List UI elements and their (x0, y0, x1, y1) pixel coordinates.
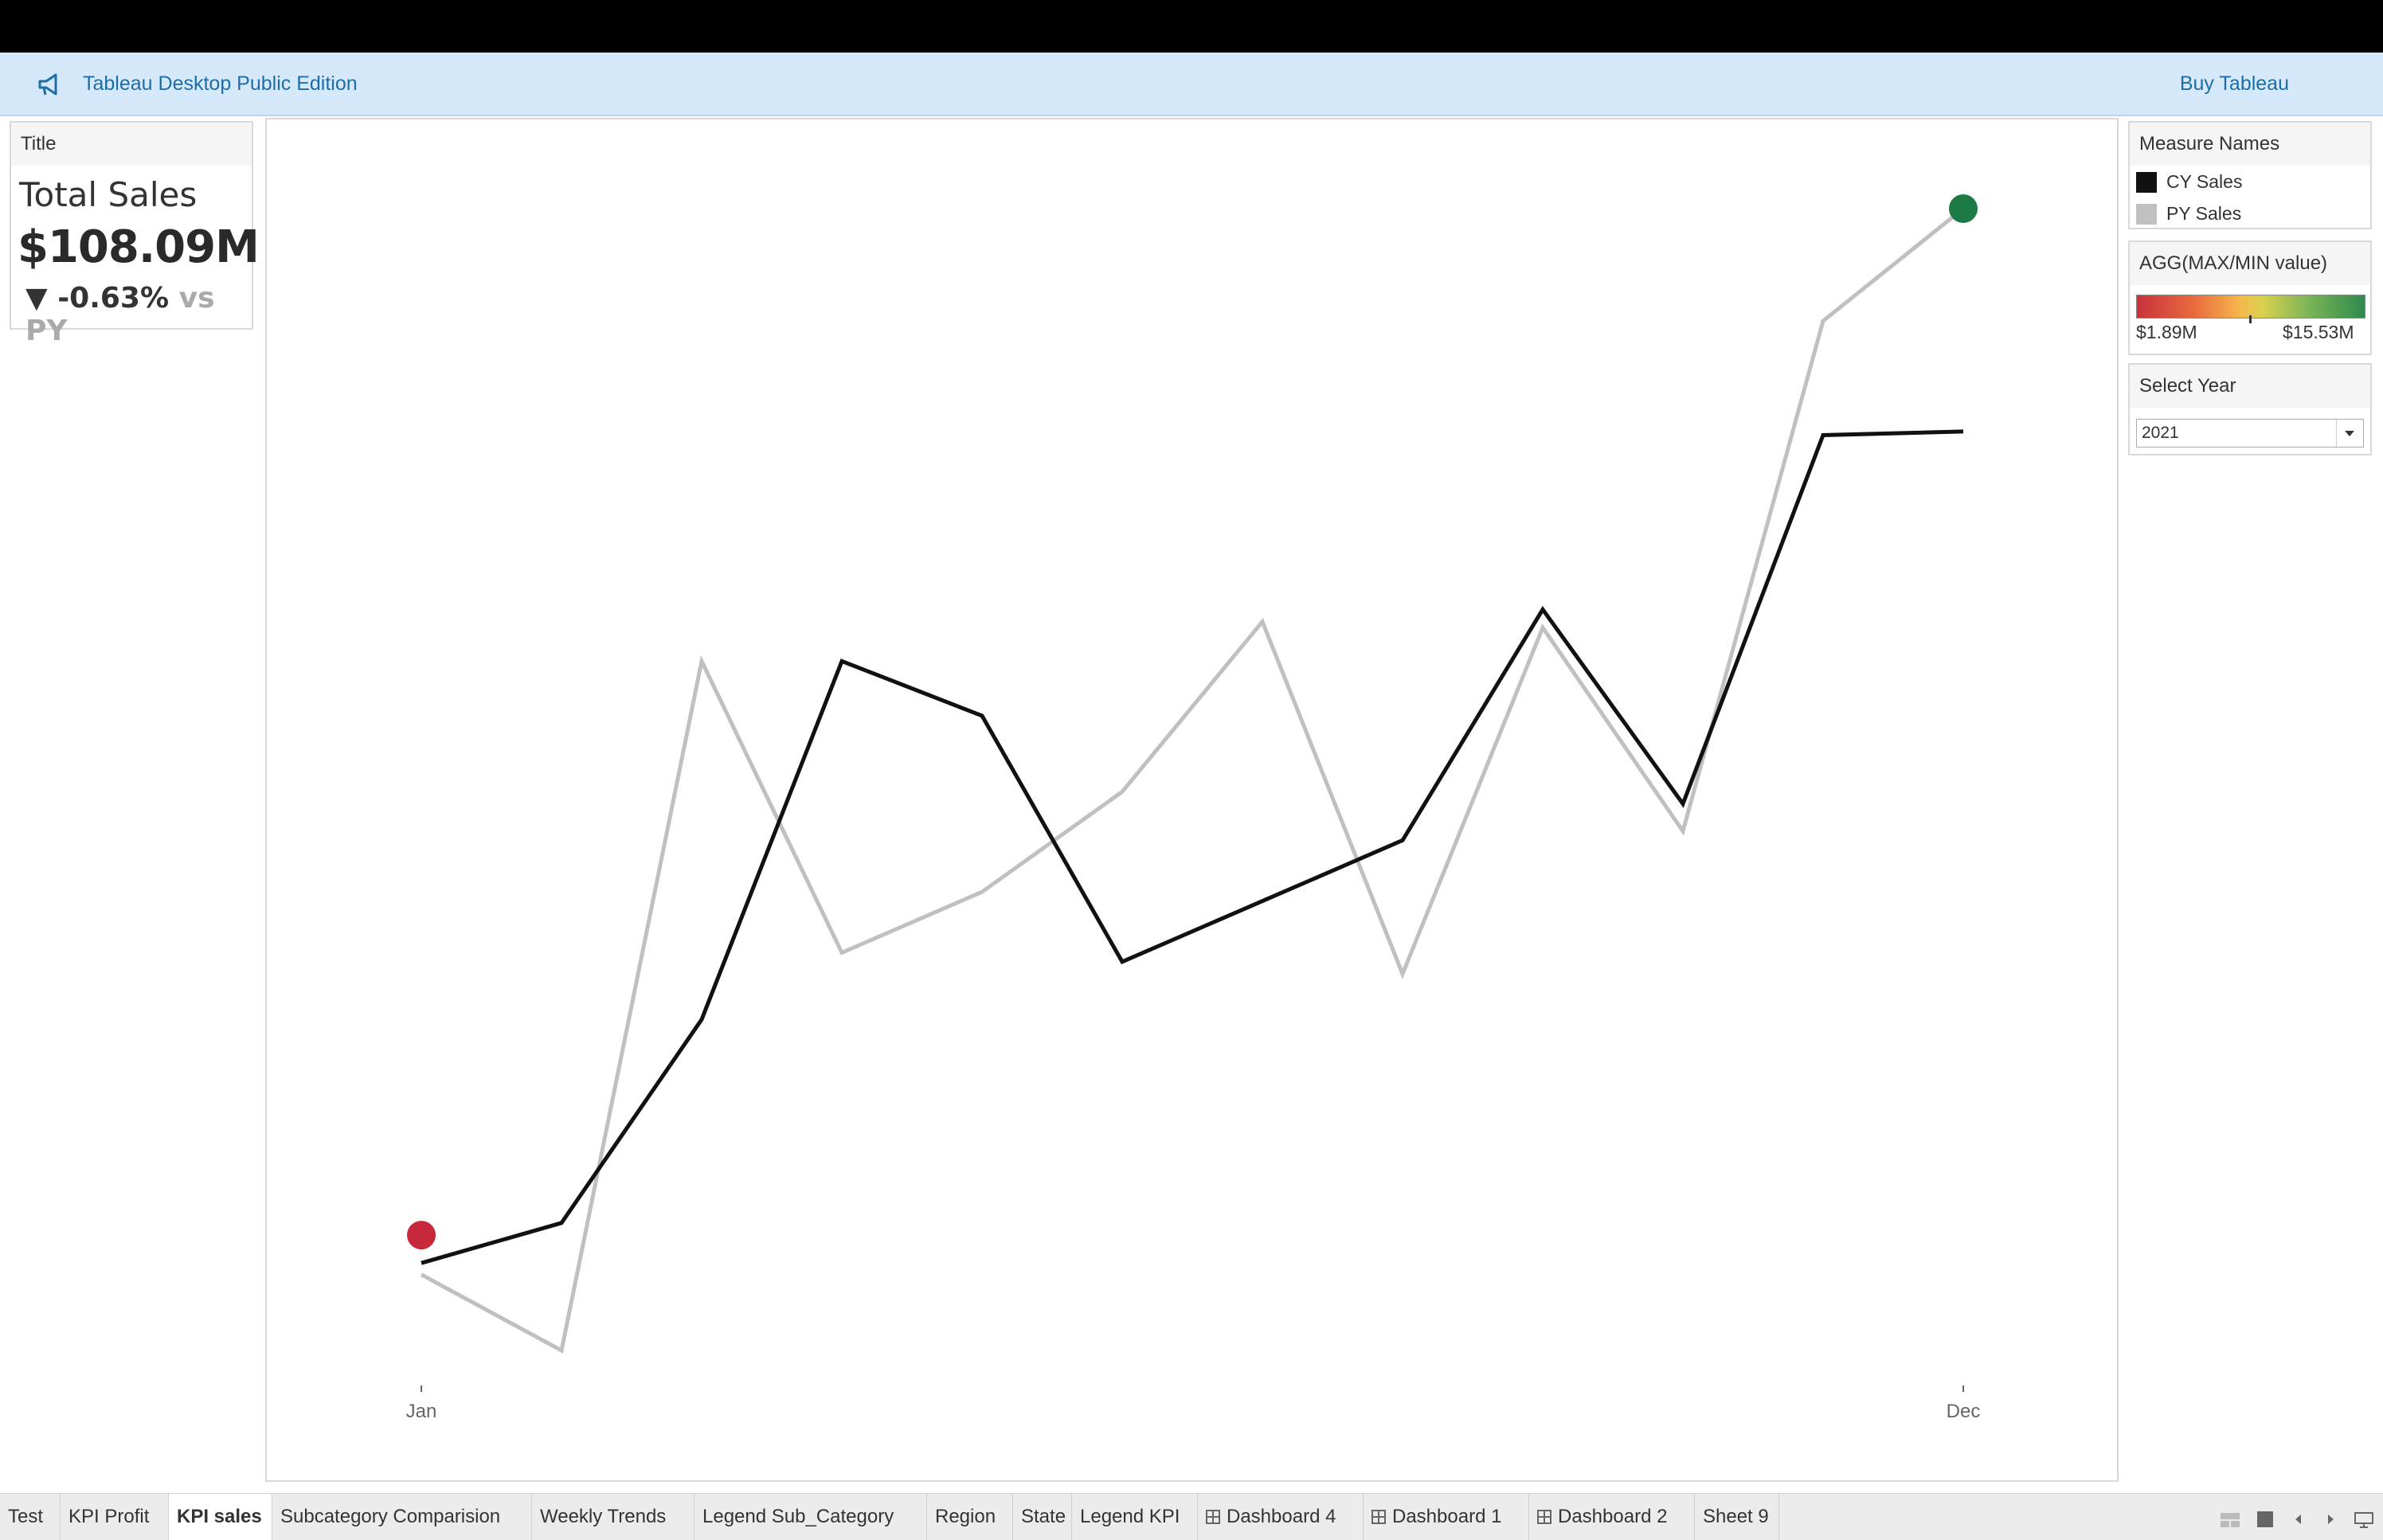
min-value-marker[interactable] (407, 1221, 436, 1250)
tab-kpi-sales[interactable]: KPI sales (169, 1494, 272, 1540)
series-line-cy-sales[interactable] (421, 429, 1964, 1265)
dashboard-icon (1206, 1510, 1220, 1524)
tab-dashboard-4[interactable]: Dashboard 4 (1198, 1494, 1364, 1540)
year-dropdown-value: 2021 (2142, 424, 2179, 442)
chevron-down-icon[interactable] (2336, 420, 2363, 447)
gradient-midpoint-tick (2249, 315, 2252, 323)
color-legend-min: $1.89M (2136, 322, 2197, 342)
buy-tableau-link[interactable]: Buy Tableau (2179, 72, 2289, 95)
select-year-filter: Select Year 2021 (2128, 363, 2372, 455)
sales-line-chart[interactable]: Jan Dec (265, 118, 2119, 1482)
kpi-vs-label: vs PY (25, 282, 215, 347)
scroll-left-icon[interactable] (2291, 1510, 2307, 1529)
kpi-card: Title Total Sales $108.09M ▼ -0.63% vs P… (10, 121, 260, 347)
color-legend-title: AGG(MAX/MIN value) (2130, 242, 2370, 285)
chart-canvas[interactable]: Jan Dec (267, 119, 2117, 1480)
legend-title: Measure Names (2130, 123, 2370, 166)
year-dropdown[interactable]: 2021 (2136, 419, 2364, 448)
legend-item-label: CY Sales (2166, 171, 2243, 192)
kpi-change-value: ▼ -0.63% (25, 282, 170, 315)
tab-sheet-9[interactable]: Sheet 9 (1695, 1494, 1779, 1540)
cy-sales-swatch (2136, 172, 2157, 193)
max-value-marker[interactable] (1949, 194, 1978, 223)
kpi-value: $108.09M (18, 221, 260, 273)
legend-item-py-sales[interactable]: PY Sales (2130, 197, 2370, 229)
edition-banner: Tableau Desktop Public Edition Buy Table… (0, 53, 2383, 116)
presentation-mode-icon[interactable] (2353, 1510, 2375, 1529)
x-axis-tick-label: Jan (406, 1401, 437, 1422)
tab-subcategory-comparision[interactable]: Subcategory Comparision (272, 1494, 532, 1540)
scroll-right-icon[interactable] (2322, 1510, 2338, 1529)
kpi-change: ▼ -0.63% vs PY (25, 282, 252, 347)
series-line-py-sales[interactable] (420, 207, 1965, 1354)
tab-state[interactable]: State (1013, 1494, 1072, 1540)
measure-names-legend: Measure Names CY Sales PY Sales (2128, 121, 2372, 229)
tab-kpi-profit[interactable]: KPI Profit (61, 1494, 169, 1540)
edition-label: Tableau Desktop Public Edition (83, 72, 358, 95)
color-gradient-bar (2136, 295, 2365, 319)
dashboard-icon (1537, 1510, 1551, 1524)
sheet-view-icon[interactable] (2256, 1510, 2275, 1529)
dashboard-icon (1371, 1510, 1386, 1524)
window-top-bar (0, 0, 2383, 53)
tab-label: Dashboard 2 (1558, 1506, 1668, 1527)
kpi-title: Total Sales (19, 175, 198, 214)
legend-item-cy-sales[interactable]: CY Sales (2130, 166, 2370, 197)
tab-weekly-trends[interactable]: Weekly Trends (532, 1494, 695, 1540)
tab-test[interactable]: Test (0, 1494, 61, 1540)
tab-dashboard-2[interactable]: Dashboard 2 (1529, 1494, 1695, 1540)
kpi-card-header: Title (11, 123, 252, 166)
tab-label: Dashboard 1 (1392, 1506, 1502, 1527)
color-legend-max: $15.53M (2283, 322, 2354, 342)
legend-item-label: PY Sales (2166, 203, 2242, 224)
tab-dashboard-1[interactable]: Dashboard 1 (1364, 1494, 1529, 1540)
sheet-tab-bar: Test KPI Profit KPI sales Subcategory Co… (0, 1493, 2383, 1540)
filmstrip-view-icon[interactable] (2219, 1510, 2241, 1529)
tab-region[interactable]: Region (927, 1494, 1013, 1540)
filter-title: Select Year (2130, 365, 2370, 408)
tab-label: Dashboard 4 (1227, 1506, 1336, 1527)
py-sales-swatch (2136, 204, 2157, 225)
megaphone-icon (38, 73, 57, 96)
x-axis-tick-label: Dec (1947, 1401, 1981, 1422)
tab-legend-sub-category[interactable]: Legend Sub_Category (695, 1494, 927, 1540)
tab-legend-kpi[interactable]: Legend KPI (1072, 1494, 1198, 1540)
